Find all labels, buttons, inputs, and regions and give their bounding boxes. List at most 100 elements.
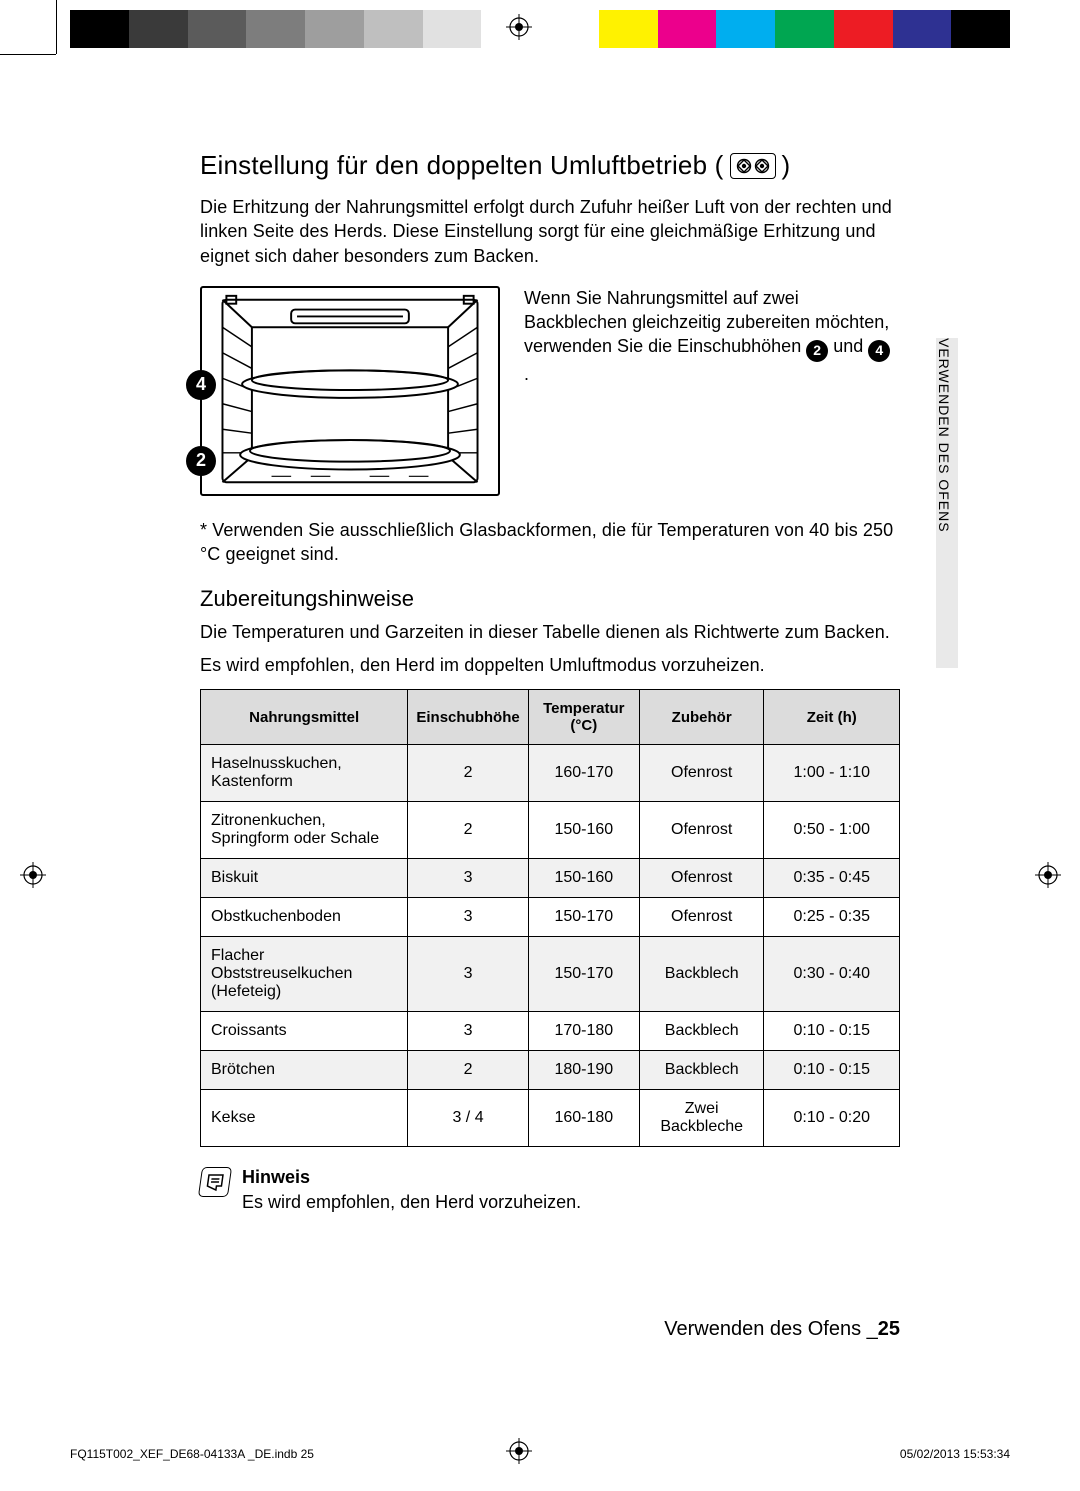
footer-section-label: Verwenden des Ofens _: [664, 1318, 877, 1340]
registration-mark-icon: [1035, 862, 1061, 888]
colorbar-swatch: [364, 10, 423, 48]
hint-text: Hinweis Es wird empfohlen, den Herd vorz…: [242, 1167, 581, 1213]
table-cell: 170-180: [528, 1012, 639, 1051]
colorbar-swatch: [893, 10, 952, 48]
table-cell: 3: [408, 859, 528, 898]
table-cell: 0:50 - 1:00: [764, 802, 900, 859]
footer-page-number: 25: [878, 1318, 900, 1340]
section-side-tab-label: VERWENDEN DES OFENS: [932, 338, 952, 668]
colorbar-swatch: [129, 10, 188, 48]
hint-title: Hinweis: [242, 1167, 581, 1188]
caption-and: und: [833, 336, 868, 356]
crop-mark: [0, 54, 56, 55]
cooking-table: NahrungsmittelEinschubhöheTemperatur (°C…: [200, 689, 900, 1147]
table-cell: 150-170: [528, 937, 639, 1012]
table-body: Haselnusskuchen, Kastenform2160-170Ofenr…: [201, 745, 900, 1147]
table-cell: 0:30 - 0:40: [764, 937, 900, 1012]
footnote: * Verwenden Sie ausschließlich Glasbackf…: [200, 518, 900, 567]
table-cell: Flacher Obststreuselkuchen (Hefeteig): [201, 937, 408, 1012]
table-cell: 0:35 - 0:45: [764, 859, 900, 898]
table-row: Biskuit3150-160Ofenrost0:35 - 0:45: [201, 859, 900, 898]
imprint-timestamp: 05/02/2013 15:53:34: [900, 1447, 1010, 1461]
oven-diagram: 4 2: [200, 286, 500, 496]
table-header-row: NahrungsmittelEinschubhöheTemperatur (°C…: [201, 690, 900, 745]
table-cell: 2: [408, 1051, 528, 1090]
colorbar-swatch: [834, 10, 893, 48]
registration-mark-icon: [506, 14, 532, 40]
table-cell: Ofenrost: [639, 745, 764, 802]
table-cell: Ofenrost: [639, 859, 764, 898]
figure-row: 4 2 Wenn Sie Nahrungsmittel auf zwei Bac…: [200, 286, 900, 496]
table-row: Kekse3 / 4160-180Zwei Backbleche0:10 - 0…: [201, 1090, 900, 1147]
crop-mark: [56, 0, 57, 54]
hint-body: Es wird empfohlen, den Herd vorzuheizen.: [242, 1192, 581, 1213]
table-cell: Biskuit: [201, 859, 408, 898]
imprint-line: FQ115T002_XEF_DE68-04133A _DE.indb 25 05…: [70, 1447, 1010, 1461]
table-header-cell: Einschubhöhe: [408, 690, 528, 745]
table-cell: 2: [408, 802, 528, 859]
table-cell: Backblech: [639, 937, 764, 1012]
table-cell: 3: [408, 937, 528, 1012]
table-cell: 0:10 - 0:20: [764, 1090, 900, 1147]
colorbar-swatch: [716, 10, 775, 48]
colorbar-swatch: [658, 10, 717, 48]
colorbar-swatch: [599, 10, 658, 48]
table-cell: 1:00 - 1:10: [764, 745, 900, 802]
table-cell: Obstkuchenboden: [201, 898, 408, 937]
table-header-cell: Temperatur (°C): [528, 690, 639, 745]
registration-mark-icon: [20, 862, 46, 888]
table-cell: 2: [408, 745, 528, 802]
page-title: Einstellung für den doppelten Umluftbetr…: [200, 150, 900, 181]
table-cell: Croissants: [201, 1012, 408, 1051]
table-cell: 160-170: [528, 745, 639, 802]
table-row: Zitronenkuchen, Springform oder Schale21…: [201, 802, 900, 859]
table-header-cell: Zubehör: [639, 690, 764, 745]
table-cell: Kekse: [201, 1090, 408, 1147]
colorbar-swatch: [305, 10, 364, 48]
content-area: Einstellung für den doppelten Umluftbetr…: [200, 150, 900, 1213]
table-cell: 3: [408, 898, 528, 937]
table-cell: Backblech: [639, 1012, 764, 1051]
shelf-marker-4: 4: [186, 370, 216, 400]
colorbar-swatch: [775, 10, 834, 48]
table-row: Haselnusskuchen, Kastenform2160-170Ofenr…: [201, 745, 900, 802]
table-header-cell: Zeit (h): [764, 690, 900, 745]
note-icon: [198, 1167, 232, 1197]
subheading: Zubereitungshinweise: [200, 586, 900, 612]
colorbar-swatch: [423, 10, 482, 48]
table-cell: Brötchen: [201, 1051, 408, 1090]
inline-shelf-2-icon: 2: [806, 340, 828, 362]
figure-caption: Wenn Sie Nahrungsmittel auf zwei Backble…: [524, 286, 900, 386]
colorbar-swatch: [188, 10, 247, 48]
table-row: Brötchen2180-190Backblech0:10 - 0:15: [201, 1051, 900, 1090]
intro-paragraph: Die Erhitzung der Nahrungsmittel erfolgt…: [200, 195, 900, 268]
table-cell: 150-170: [528, 898, 639, 937]
caption-dot: .: [524, 364, 529, 384]
table-header-cell: Nahrungsmittel: [201, 690, 408, 745]
shelf-marker-2: 2: [186, 446, 216, 476]
hint-block: Hinweis Es wird empfohlen, den Herd vorz…: [200, 1167, 900, 1213]
page: VERWENDEN DES OFENS Einstellung für den …: [0, 0, 1080, 1491]
colorbar-swatch: [951, 10, 1010, 48]
dual-convection-icon: [730, 153, 776, 179]
table-cell: 0:10 - 0:15: [764, 1051, 900, 1090]
table-cell: Haselnusskuchen, Kastenform: [201, 745, 408, 802]
table-cell: Zitronenkuchen, Springform oder Schale: [201, 802, 408, 859]
color-calibration-bar: [70, 10, 1010, 48]
table-cell: 150-160: [528, 802, 639, 859]
inline-shelf-4-icon: 4: [868, 340, 890, 362]
table-cell: 150-160: [528, 859, 639, 898]
table-row: Obstkuchenboden3150-170Ofenrost0:25 - 0:…: [201, 898, 900, 937]
table-cell: 3 / 4: [408, 1090, 528, 1147]
page-footer: Verwenden des Ofens _25: [664, 1318, 900, 1341]
table-row: Flacher Obststreuselkuchen (Hefeteig)315…: [201, 937, 900, 1012]
table-cell: Ofenrost: [639, 898, 764, 937]
table-row: Croissants3170-180Backblech0:10 - 0:15: [201, 1012, 900, 1051]
title-text: Einstellung für den doppelten Umluftbetr…: [200, 150, 724, 181]
table-cell: 180-190: [528, 1051, 639, 1090]
colorbar-swatch: [540, 10, 599, 48]
imprint-file: FQ115T002_XEF_DE68-04133A _DE.indb 25: [70, 1447, 314, 1461]
table-cell: Ofenrost: [639, 802, 764, 859]
table-cell: 0:10 - 0:15: [764, 1012, 900, 1051]
colorbar-swatch: [246, 10, 305, 48]
